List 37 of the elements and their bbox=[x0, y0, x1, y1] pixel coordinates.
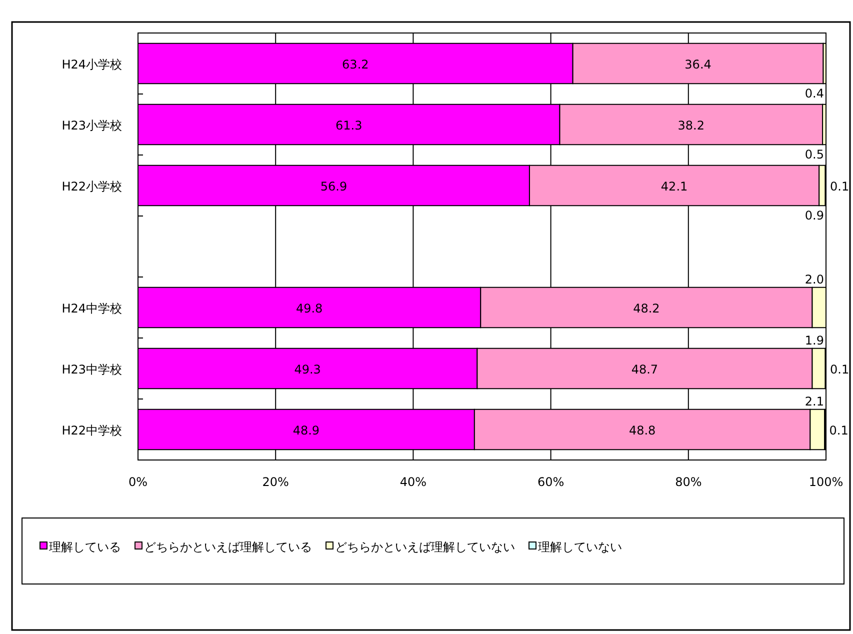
data-label: 36.4 bbox=[684, 58, 712, 72]
data-label: 0.4 bbox=[804, 86, 824, 101]
y-tick-label: H23小学校 bbox=[62, 118, 122, 132]
data-label: 0.1 bbox=[829, 424, 848, 438]
data-label: 0.1 bbox=[830, 180, 850, 194]
data-label: 49.8 bbox=[296, 302, 323, 316]
x-tick-label: 40% bbox=[400, 475, 427, 489]
data-label: 49.3 bbox=[294, 362, 321, 376]
data-label: 38.2 bbox=[678, 118, 705, 132]
data-label: 48.2 bbox=[633, 302, 660, 316]
y-tick-label: H23中学校 bbox=[62, 362, 122, 376]
data-label: 63.2 bbox=[342, 58, 369, 72]
data-label: 48.9 bbox=[292, 424, 320, 438]
data-label: 0.1 bbox=[830, 362, 850, 376]
legend-label: 理解している bbox=[49, 540, 121, 554]
data-label: 0.5 bbox=[804, 148, 824, 162]
data-label: 2.0 bbox=[804, 272, 824, 286]
data-label: 2.1 bbox=[804, 394, 824, 408]
data-label: 1.9 bbox=[804, 333, 824, 348]
data-label: 42.1 bbox=[660, 180, 688, 194]
data-label: 56.9 bbox=[320, 180, 348, 194]
x-tick-label: 20% bbox=[262, 475, 289, 489]
y-tick-label: H22中学校 bbox=[62, 424, 122, 438]
y-tick-label: H24小学校 bbox=[62, 58, 122, 72]
y-tick-label: H24中学校 bbox=[62, 302, 122, 316]
x-tick-label: 100% bbox=[808, 475, 844, 489]
x-tick-label: 60% bbox=[537, 475, 564, 489]
legend-label: 理解していない bbox=[538, 540, 622, 554]
data-label: 48.7 bbox=[631, 362, 658, 376]
y-tick-label: H22小学校 bbox=[62, 180, 122, 194]
legend-label: どちらかといえば理解していない bbox=[335, 540, 515, 554]
data-label: 61.3 bbox=[336, 118, 362, 132]
x-tick-label: 80% bbox=[675, 475, 702, 489]
x-tick-label: 0% bbox=[128, 475, 148, 489]
data-label: 48.8 bbox=[628, 424, 656, 438]
legend-label: どちらかといえば理解している bbox=[144, 540, 312, 554]
data-label: 0.9 bbox=[804, 208, 824, 223]
